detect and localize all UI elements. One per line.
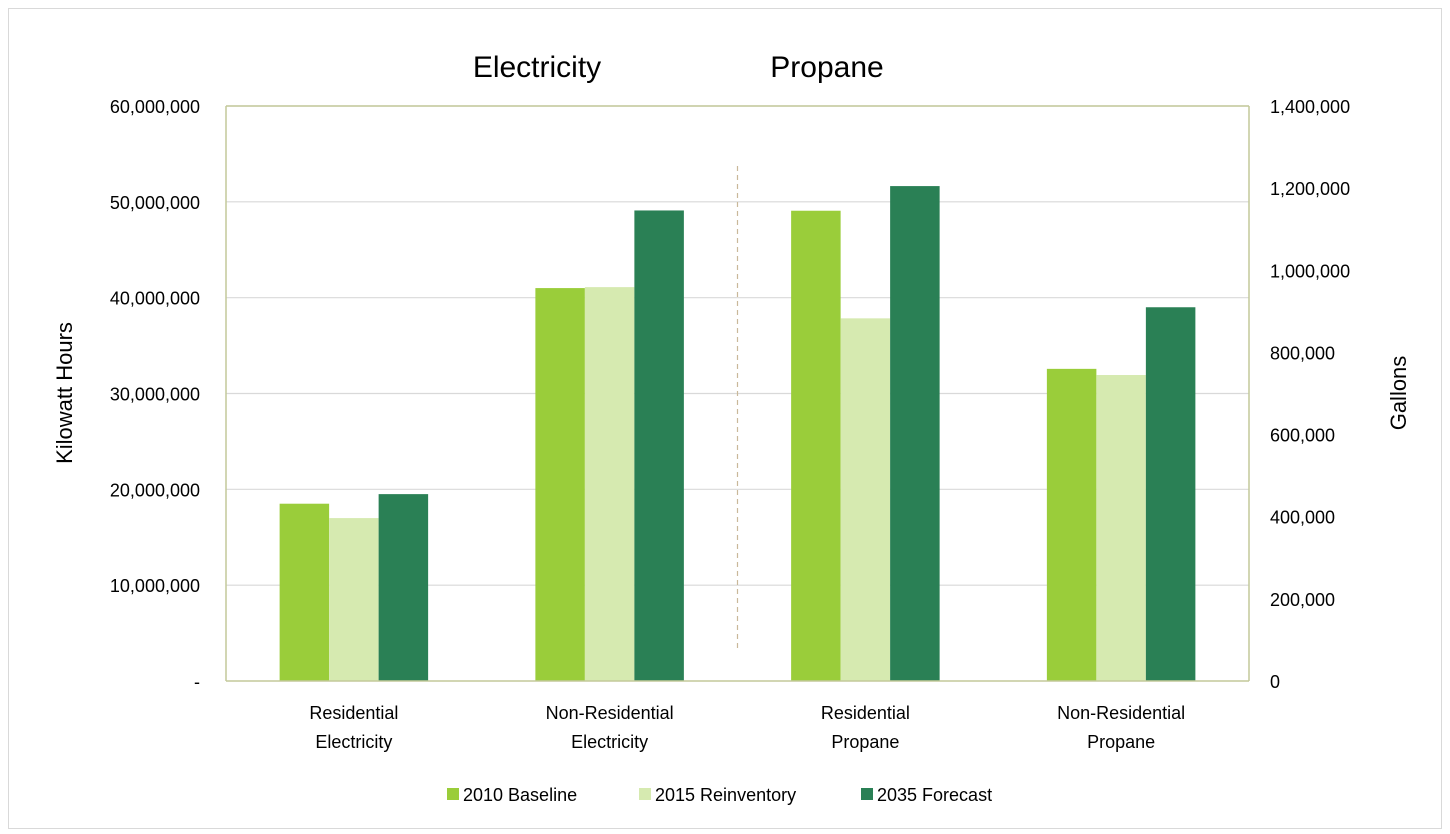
legend-label: 2035 Forecast [877, 785, 992, 805]
category-label: Non-Residential [546, 703, 674, 723]
left-tick-label: 10,000,000 [110, 576, 200, 596]
bar [890, 186, 940, 681]
category-label: Propane [831, 732, 899, 752]
y-axis-right-title: Gallons [1386, 356, 1411, 431]
category-label: Propane [1087, 732, 1155, 752]
bar [840, 318, 891, 681]
right-tick-label: 1,000,000 [1270, 261, 1350, 281]
right-tick-label: 600,000 [1270, 426, 1335, 446]
chart-outer-border [8, 8, 1442, 829]
legend-swatch [639, 788, 651, 800]
legend: 2010 Baseline 2015 Reinventory 2035 Foreca… [447, 785, 992, 805]
bar [1145, 307, 1196, 681]
legend-label: 2015 Reinventory [655, 785, 796, 805]
section-title-propane: Propane [770, 51, 883, 84]
section-title-electricity: Electricity [473, 51, 601, 84]
right-tick-label: 800,000 [1270, 343, 1335, 363]
left-tick-label: 40,000,000 [110, 289, 200, 309]
bar [1046, 368, 1097, 681]
left-tick-label: 20,000,000 [110, 480, 200, 500]
right-tick-label: 1,200,000 [1270, 179, 1350, 199]
y-axis-left-title: Kilowatt Hours [52, 322, 77, 464]
left-axis-ticks: - 10,000,000 20,000,000 30,000,000 40,000,00… [110, 97, 200, 692]
right-axis-ticks: 0 200,000 400,000 600,000 800,000 1,000,000 1,… [1270, 97, 1350, 692]
category-label: Residential [821, 703, 910, 723]
category-label: Non-Residential [1057, 703, 1185, 723]
category-labels: Residential Electricity Non-Residential Ele… [309, 703, 1185, 752]
bar [535, 288, 585, 681]
category-label: Residential [309, 703, 398, 723]
legend-label: 2010 Baseline [463, 785, 577, 805]
right-tick-label: 0 [1270, 672, 1280, 692]
bar [791, 210, 841, 681]
left-tick-label: 60,000,000 [110, 97, 200, 117]
right-tick-label: 1,400,000 [1270, 97, 1350, 117]
right-tick-label: 200,000 [1270, 590, 1335, 610]
bars [279, 166, 1196, 682]
bar [1096, 375, 1146, 681]
category-label: Electricity [315, 732, 392, 752]
right-tick-label: 400,000 [1270, 508, 1335, 528]
bar [378, 494, 429, 681]
left-tick-label: 30,000,000 [110, 385, 200, 405]
legend-swatch [447, 788, 459, 800]
legend-swatch [861, 788, 873, 800]
bar [634, 210, 684, 682]
left-tick-label: 50,000,000 [110, 193, 200, 213]
bar [279, 503, 330, 681]
bar [584, 287, 635, 681]
left-tick-label: - [194, 672, 200, 692]
plot-frame [225, 105, 1250, 682]
bar [329, 518, 379, 681]
category-label: Electricity [571, 732, 648, 752]
